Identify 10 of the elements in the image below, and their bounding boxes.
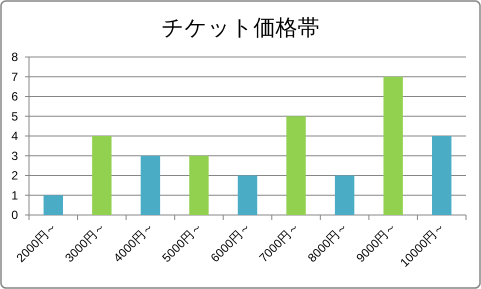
y-tick-label: 6 [11, 90, 18, 104]
chart-title: チケット価格帯 [162, 15, 320, 40]
y-tick-label: 4 [11, 129, 18, 143]
y-tick-label: 1 [11, 188, 18, 202]
y-tick-label: 8 [11, 50, 18, 64]
y-tick-label: 3 [11, 148, 18, 163]
y-tick-label: 0 [11, 208, 18, 222]
y-tick-label: 5 [11, 109, 18, 124]
y-tick-label: 2 [11, 168, 18, 182]
y-tick-label: 7 [11, 70, 18, 84]
